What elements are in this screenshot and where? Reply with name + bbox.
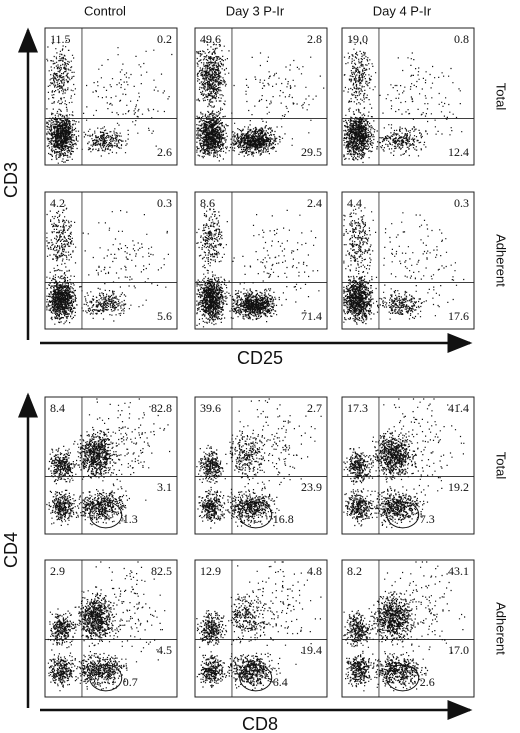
quadrant-value: 4.2: [50, 196, 65, 210]
gated-value: 0.7: [123, 675, 138, 689]
quadrant-value: 2.9: [50, 564, 65, 578]
dot-cloud: [196, 38, 325, 162]
plot-frame: [341, 396, 475, 535]
gated-value: 2.6: [420, 675, 435, 689]
x-axis-label: CD25: [237, 348, 283, 368]
quadrant-value: 49.6: [200, 32, 221, 46]
plot-frame: [44, 396, 178, 535]
quadrant-value: 0.8: [454, 32, 469, 46]
plot-frame: [194, 559, 328, 698]
quadrant-value: 43.1: [448, 564, 469, 578]
dot-cloud: [343, 561, 466, 692]
dot-cloud: [196, 398, 322, 529]
plot-frame: [44, 191, 178, 330]
plot-frame: [194, 27, 328, 166]
dot-cloud: [196, 561, 322, 691]
quadrant-value: 12.4: [448, 145, 469, 159]
dot-cloud: [47, 561, 166, 692]
quadrant-value: 17.3: [347, 401, 368, 415]
gate-circle: [89, 664, 123, 692]
gated-value: 1.3: [123, 512, 138, 526]
dot-cloud: [343, 40, 463, 164]
quadrant-value: 29.5: [301, 145, 322, 159]
plot-frame: [341, 559, 475, 698]
x-axis-label: CD8: [242, 714, 278, 733]
quadrant-value: 2.8: [307, 32, 322, 46]
quadrant-value: 2.6: [157, 145, 172, 159]
plot-frame: [44, 27, 178, 166]
row-label: Adherent: [494, 234, 509, 287]
quadrant-value: 0.3: [157, 196, 172, 210]
gate-circle: [89, 501, 123, 529]
quadrant-value: 8.6: [200, 196, 215, 210]
dot-cloud: [343, 398, 465, 529]
quadrant-value: 23.9: [301, 480, 322, 494]
gated-value: 6.4: [273, 675, 288, 689]
quadrant-value: 8.4: [50, 401, 65, 415]
quadrant-value: 17.0: [448, 643, 469, 657]
gate-circle: [386, 664, 420, 692]
quadrant-value: 17.6: [448, 309, 469, 323]
gated-value: 16.8: [273, 512, 294, 526]
quadrant-value: 19.0: [347, 32, 368, 46]
quadrant-value: 12.9: [200, 564, 221, 578]
dot-cloud: [46, 204, 169, 325]
quadrant-value: 82.8: [151, 401, 172, 415]
gate-circle: [239, 664, 273, 692]
quadrant-value: 4.4: [347, 196, 362, 210]
quadrant-value: 19.2: [448, 480, 469, 494]
row-label: Total: [494, 83, 509, 111]
column-header: Control: [84, 3, 126, 18]
plot-frame: [194, 396, 328, 535]
quadrant-value: 19.4: [301, 643, 322, 657]
row-label: Adherent: [494, 602, 509, 655]
dot-cloud: [343, 207, 465, 325]
quadrant-value: 5.6: [157, 309, 172, 323]
quadrant-value: 0.2: [157, 32, 172, 46]
plot-frame: [44, 559, 178, 698]
gated-value: 7.3: [420, 512, 435, 526]
dot-cloud: [46, 39, 173, 164]
gate-circle: [239, 501, 273, 529]
y-axis-label: CD3: [1, 162, 21, 198]
quadrant-value: 3.1: [157, 480, 172, 494]
quadrant-value: 2.4: [307, 196, 322, 210]
plot-frame: [194, 191, 328, 330]
quadrant-value: 41.4: [448, 401, 469, 415]
quadrant-value: 2.7: [307, 401, 322, 415]
quadrant-value: 11.5: [50, 32, 71, 46]
plot-frame: [341, 27, 475, 166]
quadrant-value: 0.3: [454, 196, 469, 210]
dot-cloud: [196, 204, 320, 328]
quadrant-value: 4.5: [157, 643, 172, 657]
gate-circle: [386, 501, 420, 529]
dot-cloud: [46, 398, 171, 526]
y-axis-label: CD4: [1, 532, 21, 568]
quadrant-value: 39.6: [200, 401, 221, 415]
column-header: Day 3 P-Ir: [226, 3, 285, 18]
quadrant-value: 4.8: [307, 564, 322, 578]
plot-frame: [341, 191, 475, 330]
quadrant-value: 82.5: [151, 564, 172, 578]
column-header: Day 4 P-Ir: [373, 3, 432, 18]
quadrant-value: 8.2: [347, 564, 362, 578]
quadrant-value: 71.4: [301, 309, 322, 323]
row-label: Total: [494, 452, 509, 480]
